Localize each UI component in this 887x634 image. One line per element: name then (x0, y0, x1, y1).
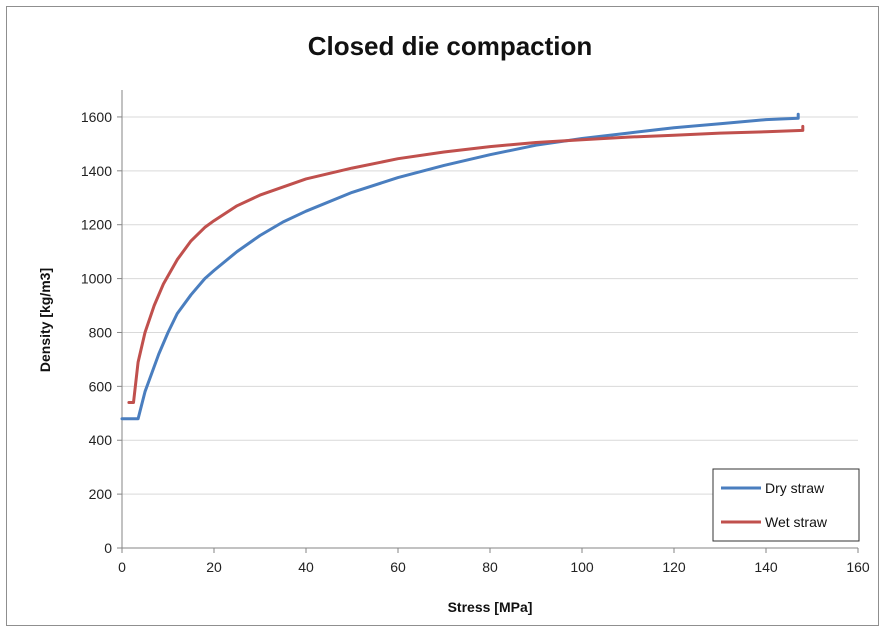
legend: Dry straw Wet straw (712, 468, 860, 542)
series-line-dry-straw (120, 112, 800, 421)
x-tick-labels: 0 20 40 60 80 100 120 140 160 (118, 559, 870, 575)
x-tick-label-20: 20 (206, 559, 222, 575)
gridlines (122, 116, 858, 495)
y-tick-label-0: 0 (104, 540, 112, 556)
y-tick-label-1400: 1400 (81, 163, 112, 179)
y-tick-label-400: 400 (89, 432, 113, 448)
x-tick-label-0: 0 (118, 559, 126, 575)
chart-title: Closed die compaction (308, 31, 593, 61)
x-tick-label-60: 60 (390, 559, 406, 575)
legend-label-wet-straw: Wet straw (765, 514, 828, 530)
x-tick-label-160: 160 (846, 559, 870, 575)
y-tick-labels: 0 200 400 600 800 1000 1200 1400 1600 (81, 109, 112, 556)
y-tick-label-200: 200 (89, 486, 113, 502)
axes (117, 90, 859, 553)
y-tick-label-1000: 1000 (81, 271, 112, 287)
legend-label-dry-straw: Dry straw (765, 480, 825, 496)
x-tick-label-140: 140 (754, 559, 778, 575)
legend-box (712, 468, 860, 542)
y-tick-label-800: 800 (89, 324, 113, 340)
x-tick-label-120: 120 (662, 559, 686, 575)
x-tick-label-100: 100 (570, 559, 594, 575)
y-axis-title: Density [kg/m3] (37, 268, 53, 372)
x-tick-label-80: 80 (482, 559, 498, 575)
y-tick-label-1200: 1200 (81, 217, 112, 233)
series-line-wet-straw (127, 124, 805, 404)
series-lines (120, 112, 805, 421)
y-tick-label-1600: 1600 (81, 109, 112, 125)
y-tick-label-600: 600 (89, 378, 113, 394)
x-tick-label-40: 40 (298, 559, 314, 575)
x-axis-title: Stress [MPa] (448, 599, 533, 615)
